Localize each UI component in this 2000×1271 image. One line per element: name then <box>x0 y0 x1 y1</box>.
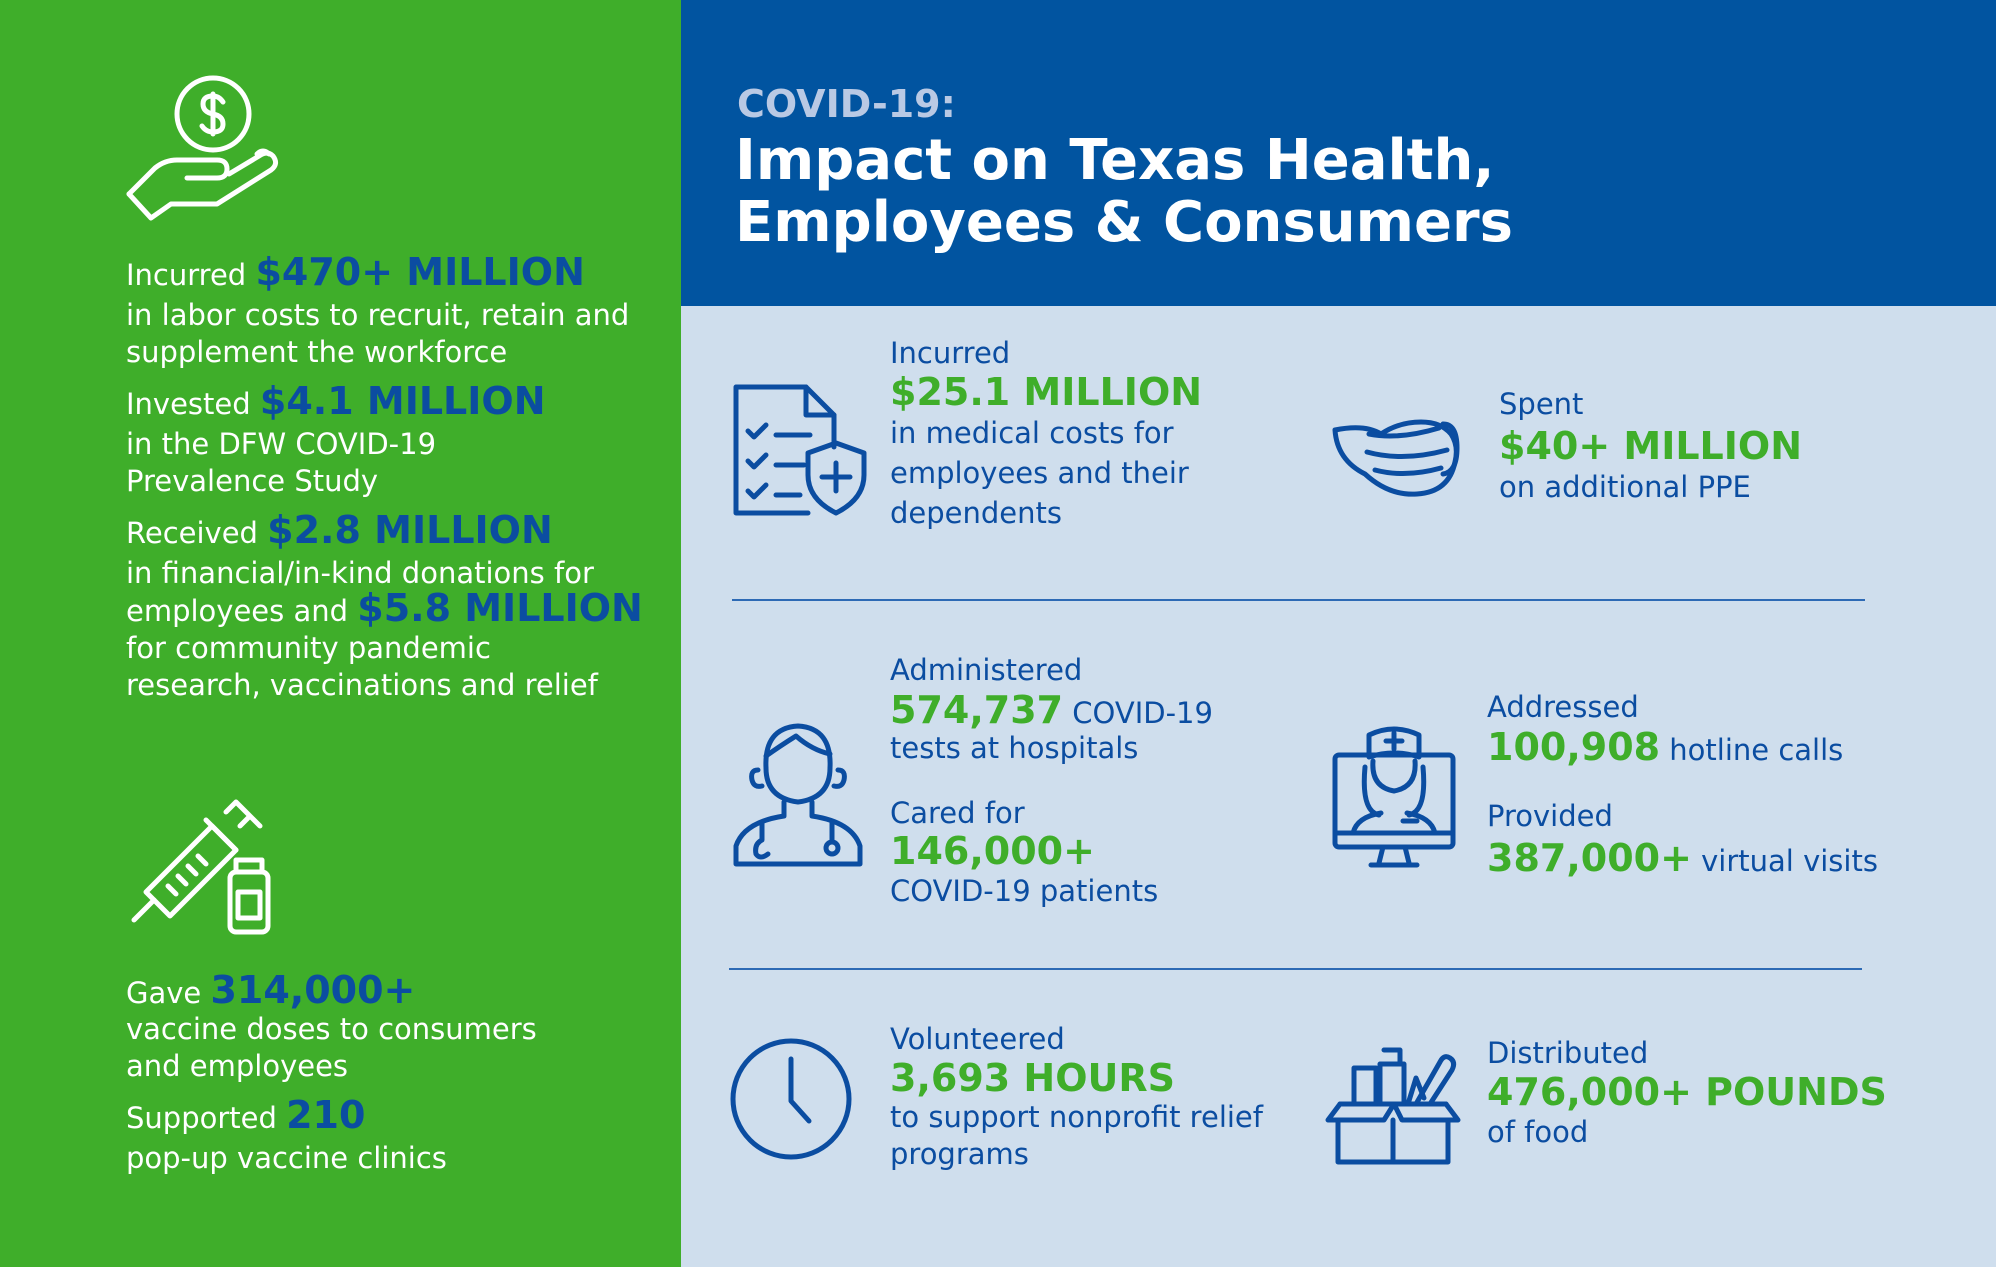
patients-line1: COVID-19 patients <box>890 874 1159 908</box>
virtual-label: Provided <box>1487 799 1613 833</box>
medical-line3: dependents <box>890 496 1062 530</box>
labor-prefix: Incurred <box>126 258 256 292</box>
donations-line4: research, vaccinations and relief <box>126 668 598 702</box>
bottom-edge <box>0 1267 2000 1271</box>
clock-icon <box>729 1037 853 1161</box>
divider-2 <box>729 968 1862 970</box>
header-eyebrow: COVID-19: <box>737 82 956 126</box>
vaccines-line1: vaccine doses to consumers <box>126 1012 537 1046</box>
syringe-vial-icon <box>130 782 280 942</box>
title-line1: Impact on Texas Health, <box>735 128 1495 193</box>
volunteer-line1: to support nonprofit relief <box>890 1100 1263 1134</box>
hotline-label: Addressed <box>1487 690 1639 724</box>
hotline-value: 100,908 <box>1487 725 1661 769</box>
labor-line1: in labor costs to recruit, retain and <box>126 298 630 332</box>
patients-label: Cared for <box>890 796 1025 830</box>
medical-label: Incurred <box>890 336 1011 370</box>
volunteer-value: 3,693 HOURS <box>890 1056 1176 1100</box>
tests-label: Administered <box>890 653 1083 687</box>
medical-value: $25.1 MILLION <box>890 370 1203 414</box>
hotline-suffix: hotline calls <box>1660 733 1844 767</box>
vaccines-prefix: Gave <box>126 976 211 1010</box>
donations-line1: in financial/in-kind donations for <box>126 556 594 590</box>
left-panel: Incurred $470+ MILLION in labor costs to… <box>0 0 681 1271</box>
medical-line1: in medical costs for <box>890 416 1174 450</box>
labor-line2: supplement the workforce <box>126 335 508 369</box>
ppe-value: $40+ MILLION <box>1499 424 1803 468</box>
labor-amount: $470+ MILLION <box>255 250 585 294</box>
virtual-value: 387,000+ <box>1487 836 1692 880</box>
right-edge <box>1996 0 2000 1271</box>
page-title: Impact on Texas Health, Employees & Cons… <box>735 130 1513 254</box>
patients-value: 146,000+ <box>890 829 1095 873</box>
divider-1 <box>732 599 1865 601</box>
medical-document-shield-icon <box>732 383 868 518</box>
vaccines-amount: 314,000+ <box>210 968 416 1012</box>
ppe-line1: on additional PPE <box>1499 470 1751 504</box>
donations-amount: $2.8 MILLION <box>267 508 553 552</box>
clinics-prefix: Supported <box>126 1101 287 1135</box>
money-hand-icon <box>125 70 283 230</box>
study-amount: $4.1 MILLION <box>259 379 546 423</box>
title-line2: Employees & Consumers <box>735 190 1513 255</box>
tests-value: 574,737 <box>890 688 1064 732</box>
study-line2: Prevalence Study <box>126 464 379 498</box>
donations-line3: for community pandemic <box>126 631 491 665</box>
face-mask-icon <box>1331 400 1461 498</box>
medical-line2: employees and their <box>890 456 1189 490</box>
volunteer-label: Volunteered <box>890 1022 1065 1056</box>
header: COVID-19: Impact on Texas Health, Employ… <box>681 0 2000 306</box>
study-prefix: Invested <box>126 387 260 421</box>
ppe-label: Spent <box>1499 387 1584 421</box>
virtual-suffix: virtual visits <box>1691 844 1878 878</box>
donations-prefix: Received <box>126 516 268 550</box>
clinics-amount: 210 <box>286 1093 366 1137</box>
study-line1: in the DFW COVID-19 <box>126 427 437 461</box>
food-line1: of food <box>1487 1115 1589 1149</box>
clinics-line1: pop-up vaccine clinics <box>126 1141 447 1175</box>
vaccines-line2: and employees <box>126 1049 349 1083</box>
stats-panel: Incurred $25.1 MILLION in medical costs … <box>681 306 2000 1271</box>
tests-suffix: COVID-19 <box>1063 696 1213 730</box>
volunteer-line2: programs <box>890 1137 1029 1171</box>
doctor-icon <box>732 708 863 868</box>
nurse-monitor-icon <box>1331 709 1457 869</box>
tests-line1: tests at hospitals <box>890 731 1139 765</box>
food-label: Distributed <box>1487 1036 1649 1070</box>
donations-amount2: $5.8 MILLION <box>357 586 643 630</box>
donations-line2-prefix: employees and <box>126 594 358 628</box>
food-value: 476,000+ POUNDS <box>1487 1070 1887 1114</box>
food-box-icon <box>1324 1046 1462 1166</box>
